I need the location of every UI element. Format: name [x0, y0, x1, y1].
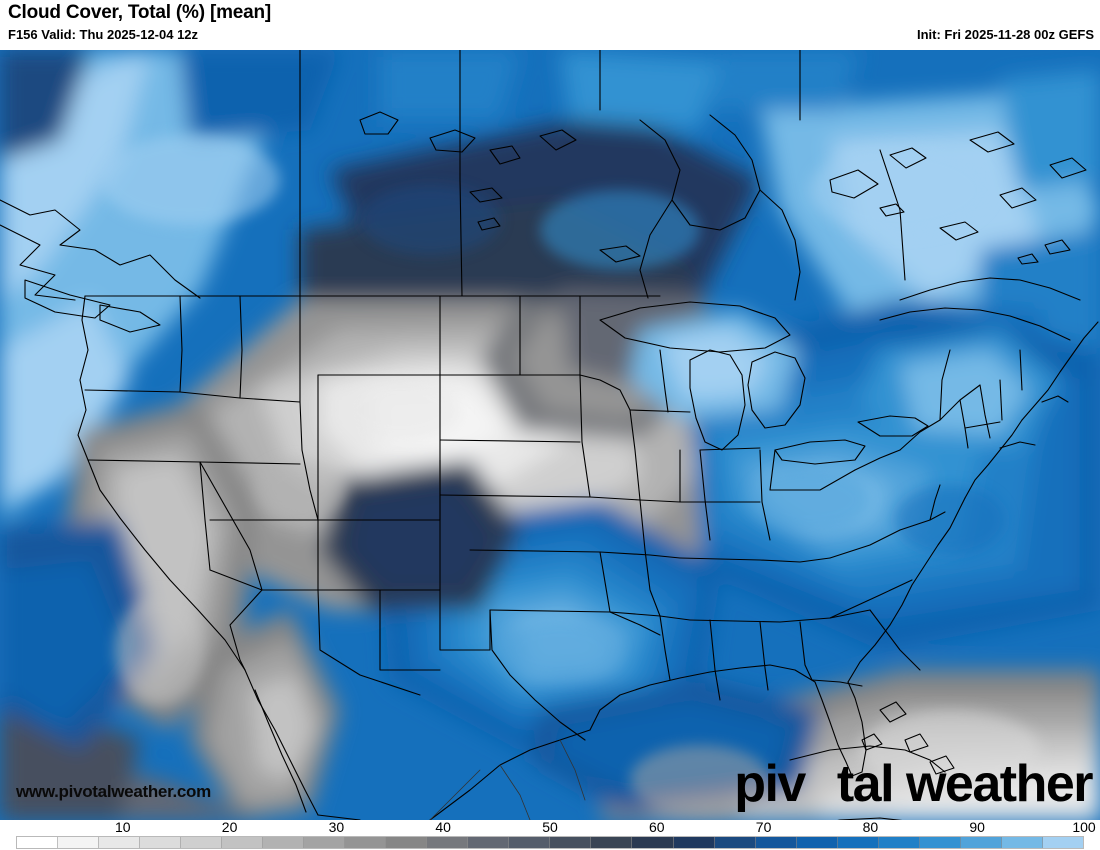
- valid-time-label: F156 Valid: Thu 2025-12-04 12z: [8, 27, 199, 42]
- colorbar-swatch: [509, 837, 551, 848]
- colorbar-swatch: [632, 837, 674, 848]
- colorbar-swatch: [58, 837, 100, 848]
- init-time-label: Init: Fri 2025-11-28 00z GEFS: [916, 27, 1094, 42]
- colorbar-swatch: [99, 837, 141, 848]
- colorbar-tick-label: 60: [649, 819, 665, 835]
- site-url-watermark: www.pivotalweather.com: [16, 782, 211, 801]
- colorbar-tick-label: 50: [542, 819, 558, 835]
- colorbar-swatch: [673, 837, 715, 848]
- colorbar-swatch: [17, 837, 59, 848]
- cloud-cover-raster: [0, 50, 1100, 820]
- colorbar-swatch: [837, 837, 879, 848]
- colorbar-tick-label: 80: [862, 819, 879, 835]
- colorbar-tick-label: 10: [115, 819, 131, 835]
- colorbar-swatch: [181, 837, 223, 848]
- sun-icon: [804, 773, 838, 807]
- brand-text-part1: piv: [734, 755, 806, 813]
- colorbar-swatch: [755, 837, 797, 848]
- colorbar-swatch: [591, 837, 633, 848]
- colorbar-swatch: [1042, 837, 1083, 848]
- colorbar-swatch: [1001, 837, 1043, 848]
- page-title: Cloud Cover, Total (%) [mean]: [8, 2, 272, 23]
- colorbar-swatch: [427, 837, 469, 848]
- colorbar-tick-label: 70: [755, 819, 772, 835]
- cloud-cover-map[interactable]: www.pivotalweather.com piv: [0, 50, 1100, 820]
- colorbar-swatch: [386, 837, 428, 848]
- colorbar-swatch: [263, 837, 305, 848]
- colorbar-swatch: [550, 837, 592, 848]
- colorbar-swatch: [714, 837, 756, 848]
- colorbar-swatch: [919, 837, 961, 848]
- colorbar-tick-labels: 10 20 30 40 50 60 70 80 90 100: [0, 819, 1100, 836]
- colorbar-tick-label: 100: [1072, 819, 1096, 835]
- colorbar-tick-label: 20: [221, 819, 238, 835]
- colorbar-swatch: [960, 837, 1002, 848]
- colorbar-tick-label: 30: [328, 819, 345, 835]
- brand-watermark: piv: [734, 755, 1094, 813]
- colorbar-swatch: [468, 837, 510, 848]
- brand-text-part2: tal weather: [836, 755, 1094, 813]
- colorbar-gradient-strip: [16, 836, 1084, 849]
- map-header: Cloud Cover, Total (%) [mean] F156 Valid…: [0, 0, 1100, 50]
- colorbar[interactable]: 10 20 30 40 50 60 70 80 90 100: [0, 819, 1100, 850]
- colorbar-tick-label: 40: [435, 819, 451, 835]
- colorbar-tick-label: 90: [969, 819, 985, 835]
- colorbar-swatch: [345, 837, 387, 848]
- colorbar-swatch: [304, 837, 346, 848]
- colorbar-swatch: [222, 837, 264, 848]
- colorbar-swatch: [140, 837, 182, 848]
- colorbar-swatch: [878, 837, 920, 848]
- colorbar-swatch: [796, 837, 838, 848]
- map-borders: [0, 50, 1099, 820]
